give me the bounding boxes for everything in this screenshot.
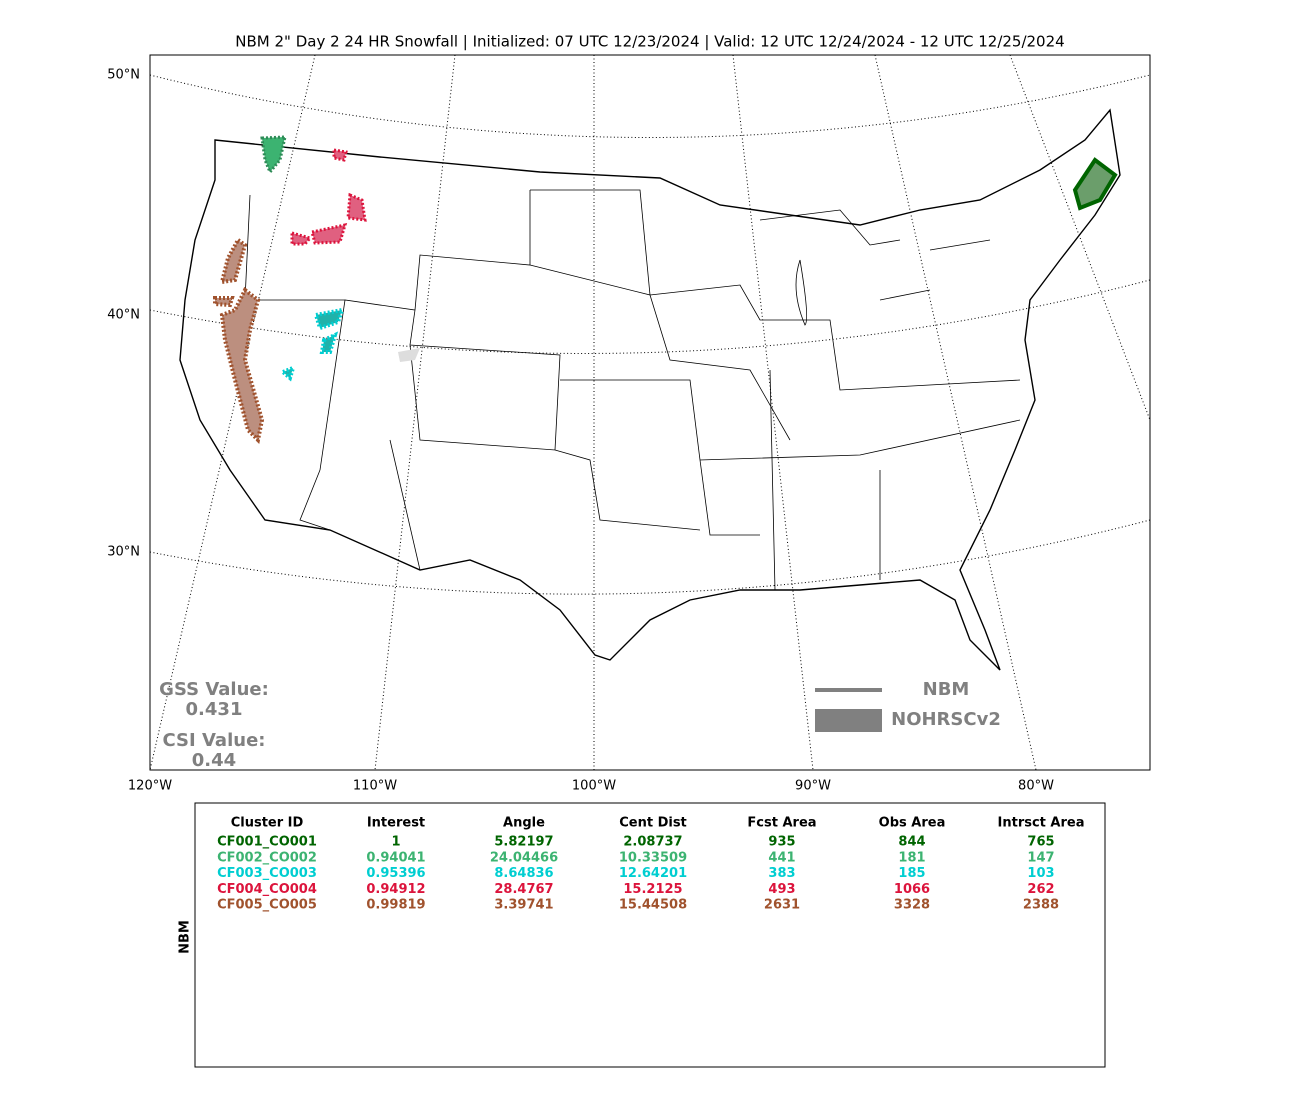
legend-label: NOHRSCv2 [891,709,1001,730]
table-cell: 0.94041 [366,850,425,865]
table-side-label: NBM [178,920,193,954]
table-cell: 5.82197 [494,835,553,850]
graticule [374,55,456,770]
table-cell: 12.64201 [619,866,687,881]
lon-label: 120°W [128,779,172,794]
cluster-shape [1072,157,1118,211]
table-cell: CF004_CO004 [217,882,317,897]
table-cell: 844 [898,835,925,850]
map-frame [149,54,1151,771]
table-cell: CF003_CO003 [217,866,317,881]
great-lakes [759,209,991,326]
table-cell: CF005_CO005 [217,898,317,913]
graticule [150,519,1150,595]
table-header: Cent Dist [619,816,687,831]
table-cell: 493 [768,882,795,897]
table-header: Angle [503,816,545,831]
table-cell: 0.99819 [366,898,425,913]
table-cell: 383 [768,866,795,881]
lon-label: 90°W [795,779,831,794]
table-cell: 262 [1027,882,1054,897]
table-cell: 24.04466 [490,850,558,865]
table-cell: 0.94912 [366,882,425,897]
table-cell: 3328 [894,898,930,913]
table-cell: 8.64836 [494,866,553,881]
table-cell: 15.2125 [623,882,682,897]
us-outline [179,108,1121,671]
table-cell: 2.08737 [623,835,682,850]
table-cell: 765 [1027,835,1054,850]
table-frame [194,802,1106,1068]
table-cell: 103 [1027,866,1054,881]
legend-label: NBM [923,679,970,700]
cluster-shape [260,135,287,175]
table-header: Intrsct Area [998,816,1085,831]
cluster-shape [279,307,345,382]
graticule [732,55,814,770]
table-cell: 28.4767 [494,882,553,897]
table-cell: 185 [898,866,925,881]
gss-value: 0.431 [186,699,243,720]
legend-swatch [815,709,882,732]
table-header: Fcst Area [747,816,816,831]
gss-label: GSS Value: [159,679,269,700]
table-cell: 147 [1027,850,1054,865]
table-cell: 2388 [1023,898,1059,913]
table-cell: 0.95396 [366,866,425,881]
table-cell: 3.39741 [494,898,553,913]
lon-label: 100°W [572,779,616,794]
table-cell: 10.33509 [619,850,687,865]
map [149,54,1151,771]
graticule [1009,55,1150,421]
table-cell: 441 [768,850,795,865]
table-cell: 15.44508 [619,898,687,913]
title: NBM 2" Day 2 24 HR Snowfall | Initialize… [235,33,1064,51]
table-cell: 181 [898,850,925,865]
table-cell: 1 [391,835,400,850]
graticule [150,279,1150,354]
table-header: Interest [367,816,425,831]
table-cell: CF001_CO001 [217,835,317,850]
graticule [150,74,1150,138]
lon-label: 110°W [353,779,397,794]
table-header: Cluster ID [231,816,304,831]
lon-label: 80°W [1018,779,1054,794]
table-cell: 1066 [894,882,930,897]
table-cell: 2631 [764,898,800,913]
cluster-shape [213,237,265,445]
lat-label: 40°N [107,308,140,323]
cluster-shape [290,148,367,246]
lat-label: 30°N [107,545,140,560]
csi-label: CSI Value: [163,730,266,751]
obs-shape [398,348,420,362]
table: Cluster ID Interest Angle Cent Dist Fcst Are… [217,816,1084,913]
table-header: Obs Area [879,816,946,831]
csi-value: 0.44 [192,750,236,771]
table-cell: 935 [768,835,795,850]
table-cell: CF002_CO002 [217,850,317,865]
lat-label: 50°N [107,68,140,83]
